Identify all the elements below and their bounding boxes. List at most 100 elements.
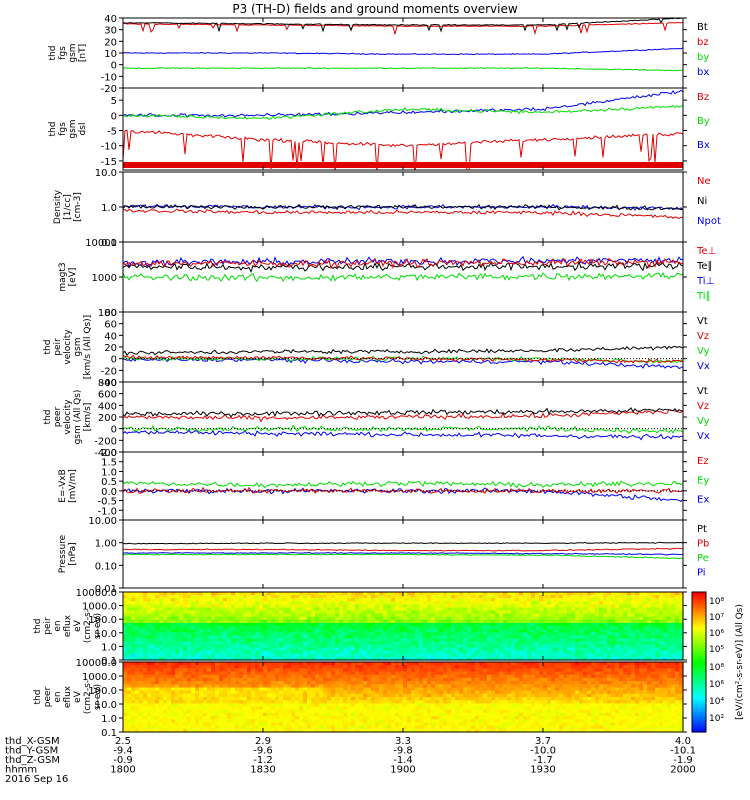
spectrogram-cell (671, 681, 676, 685)
spectrogram-cell (359, 647, 364, 652)
spectrogram-cell (207, 619, 212, 624)
spectrogram-cell (311, 616, 316, 621)
spectrogram-cell (179, 693, 184, 698)
spectrogram-cell (631, 598, 636, 602)
spectrogram-cell (563, 677, 568, 682)
spectrogram-cell (335, 592, 340, 596)
spectrogram-cell (327, 607, 332, 612)
spectrogram-cell (671, 653, 676, 658)
spectrogram-cell (287, 668, 292, 673)
spectrogram-cell (275, 681, 280, 685)
spectrogram-cell (611, 671, 616, 676)
spectrogram-cell (363, 668, 368, 673)
spectrogram-cell (523, 674, 528, 679)
spectrogram-cell (259, 592, 264, 596)
spectrogram-cell (451, 632, 456, 636)
spectrogram-cell (439, 662, 444, 666)
spectrogram-cell (243, 641, 248, 646)
spectrogram-cell (167, 687, 172, 692)
spectrogram-cell (211, 601, 216, 605)
spectrogram-cell (211, 671, 216, 676)
spectrogram-cell (307, 690, 312, 695)
spectrogram-cell (499, 671, 504, 676)
series-group (123, 345, 683, 370)
spectrogram-cell (351, 619, 356, 624)
spectrogram-cell (363, 641, 368, 646)
spectrogram-cell (495, 641, 500, 646)
spectrogram-cell (359, 684, 364, 689)
spectrogram-cell (347, 662, 352, 666)
spectrogram-cell (239, 681, 244, 685)
spectrogram-cell (487, 592, 492, 596)
spectrogram-cell (551, 613, 556, 618)
spectrogram-cell (575, 656, 580, 661)
spectrogram-cell (547, 650, 552, 655)
spectrogram-cell (191, 592, 196, 596)
spectrogram-cell (147, 662, 152, 666)
spectrogram-cell (283, 629, 288, 633)
spectrogram-cell (207, 613, 212, 618)
spectrogram-cell (651, 610, 656, 615)
spectrogram-cell (375, 656, 380, 661)
spectrogram-cell (639, 610, 644, 615)
spectrogram-cell (659, 653, 664, 658)
spectrogram-cell (183, 610, 188, 615)
spectrogram-cell (455, 607, 460, 612)
spectrogram-cell (487, 616, 492, 621)
spectrogram-cell (675, 632, 680, 636)
spectrogram-cell (531, 622, 536, 627)
spectrogram-cell (199, 607, 204, 612)
spectrogram-cell (547, 677, 552, 682)
spectrogram-cell (327, 690, 332, 695)
spectrogram-cell (627, 629, 632, 633)
spectrogram-cell (587, 690, 592, 695)
spectrogram-cell (171, 592, 176, 596)
spectrogram-cell (511, 632, 516, 636)
spectrogram-cell (503, 595, 508, 599)
spectrogram-cell (163, 595, 168, 599)
spectrogram-cell (547, 604, 552, 609)
spectrogram-cell (123, 616, 128, 621)
spectrogram-cell (419, 626, 424, 630)
spectrogram-cell (531, 595, 536, 599)
spectrogram-cell (515, 616, 520, 621)
spectrogram-cell (391, 626, 396, 630)
spectrogram-cell (171, 647, 176, 652)
spectrogram-cell (411, 690, 416, 695)
spectrogram-cell (155, 595, 160, 599)
spectrogram-cell (379, 592, 384, 596)
spectrogram-cell (303, 653, 308, 658)
spectrogram-cell (251, 607, 256, 612)
spectrogram-cell (679, 687, 684, 692)
spectrogram-cell (631, 632, 636, 636)
spectrogram-cell (419, 656, 424, 661)
spectrogram-cell (523, 641, 528, 646)
spectrogram-cell (163, 616, 168, 621)
spectrogram-cell (675, 671, 680, 676)
spectrogram-cell (427, 647, 432, 652)
spectrogram-cell (551, 641, 556, 646)
spectrogram-cell (191, 641, 196, 646)
spectrogram-cell (451, 677, 456, 682)
spectrogram-cell (383, 662, 388, 666)
spectrogram-cell (267, 647, 272, 652)
spectrogram-cell (591, 653, 596, 658)
spectrogram-cell (195, 677, 200, 682)
spectrogram-cell (511, 674, 516, 679)
spectrogram-cell (347, 677, 352, 682)
spectrogram-cell (563, 668, 568, 673)
spectrogram-cell (155, 616, 160, 621)
spectrogram-cell (503, 671, 508, 676)
spectrogram-cell (543, 610, 548, 615)
spectrogram-cell (319, 595, 324, 599)
spectrogram-cell (591, 647, 596, 652)
spectrogram-cell (647, 641, 652, 646)
spectrogram-cell (459, 693, 464, 698)
spectrogram-cell (443, 668, 448, 673)
spectrogram-cell (379, 684, 384, 689)
spectrogram-cell (675, 644, 680, 649)
spectrogram-cell (543, 626, 548, 630)
spectrogram-cell (471, 622, 476, 627)
spectrogram-cell (207, 653, 212, 658)
spectrogram-cell (335, 616, 340, 621)
